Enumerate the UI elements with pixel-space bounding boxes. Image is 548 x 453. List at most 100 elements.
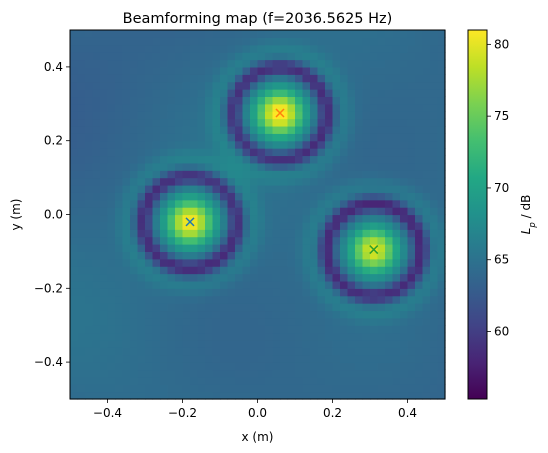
heatmap-cell	[227, 199, 236, 208]
heatmap-cell	[190, 66, 199, 75]
heatmap-cell	[212, 236, 221, 245]
heatmap-cell	[370, 332, 379, 341]
heatmap-cell	[212, 207, 221, 216]
heatmap-cell	[250, 89, 259, 98]
heatmap-cell	[347, 369, 356, 378]
heatmap-cell	[205, 81, 214, 90]
heatmap-cell	[77, 339, 86, 348]
heatmap-cell	[107, 37, 116, 46]
heatmap-cell	[167, 66, 176, 75]
heatmap-cell	[302, 303, 311, 312]
heatmap-cell	[145, 229, 154, 238]
heatmap-cell	[362, 44, 371, 53]
heatmap-cell	[167, 258, 176, 267]
heatmap-cell	[227, 317, 236, 326]
heatmap-cell	[167, 236, 176, 245]
heatmap-cell	[190, 59, 199, 68]
heatmap-cell	[347, 37, 356, 46]
heatmap-cell	[212, 103, 221, 112]
heatmap-cell	[205, 96, 214, 105]
heatmap-cell	[272, 317, 281, 326]
heatmap-cell	[347, 303, 356, 312]
heatmap-cell	[430, 347, 439, 356]
heatmap-cell	[205, 273, 214, 282]
heatmap-cell	[160, 214, 169, 223]
heatmap-cell	[197, 354, 206, 363]
heatmap-cell	[325, 310, 334, 319]
heatmap-cell	[265, 295, 274, 304]
heatmap-cell	[362, 339, 371, 348]
heatmap-cell	[70, 66, 79, 75]
heatmap-cell	[175, 244, 184, 252]
heatmap-cell	[227, 251, 236, 260]
heatmap-cell	[317, 354, 326, 363]
heatmap-cell	[355, 303, 364, 312]
heatmap-cell	[347, 236, 356, 245]
heatmap-cell	[122, 214, 131, 223]
heatmap-cell	[422, 325, 431, 334]
heatmap-cell	[370, 177, 379, 186]
heatmap-cell	[220, 280, 229, 289]
heatmap-cell	[265, 258, 274, 267]
heatmap-cell	[100, 66, 109, 75]
heatmap-cell	[317, 66, 326, 75]
heatmap-cell	[340, 170, 349, 179]
heatmap-cell	[122, 288, 131, 297]
heatmap-cell	[272, 325, 281, 334]
heatmap-cell	[265, 214, 274, 223]
heatmap-cell	[362, 184, 371, 193]
heatmap-cell	[257, 295, 266, 304]
heatmap-cell	[385, 236, 394, 245]
heatmap-cell	[325, 81, 334, 90]
heatmap-cell	[332, 111, 341, 120]
heatmap-cell	[107, 325, 116, 334]
heatmap-cell	[107, 280, 116, 289]
heatmap-cell	[370, 362, 379, 371]
heatmap-cell	[377, 103, 386, 112]
heatmap-cell	[130, 288, 139, 297]
heatmap-cell	[287, 266, 296, 275]
heatmap-cell	[242, 369, 251, 378]
heatmap-cell	[212, 148, 221, 157]
heatmap-cell	[265, 177, 274, 186]
heatmap-cell	[85, 52, 94, 61]
heatmap-cell	[190, 199, 199, 208]
heatmap-cell	[422, 258, 431, 267]
heatmap-cell	[295, 251, 304, 260]
heatmap-cell	[280, 155, 289, 164]
heatmap-cell	[280, 325, 289, 334]
heatmap-cell	[77, 376, 86, 385]
heatmap-cell	[250, 229, 259, 238]
heatmap-cell	[332, 384, 341, 393]
heatmap-cell	[130, 52, 139, 61]
heatmap-cell	[325, 332, 334, 341]
heatmap-cell	[152, 258, 161, 267]
heatmap-cell	[355, 199, 364, 208]
heatmap-cell	[160, 295, 169, 304]
heatmap-cell	[152, 332, 161, 341]
heatmap-cell	[152, 30, 161, 38]
heatmap-cell	[257, 317, 266, 326]
heatmap-cell	[310, 96, 319, 105]
heatmap-cell	[160, 266, 169, 275]
heatmap-cell	[430, 89, 439, 98]
heatmap-cell	[100, 44, 109, 53]
heatmap-cell	[287, 170, 296, 179]
heatmap-cell	[145, 303, 154, 312]
heatmap-cell	[257, 66, 266, 75]
heatmap-cell	[130, 391, 139, 400]
heatmap-cell	[160, 229, 169, 238]
heatmap-cell	[340, 125, 349, 134]
heatmap-cell	[190, 354, 199, 363]
heatmap-cell	[92, 155, 101, 164]
heatmap-cell	[422, 310, 431, 319]
heatmap-cell	[370, 118, 379, 127]
heatmap-cell	[347, 288, 356, 297]
heatmap-cell	[347, 332, 356, 341]
heatmap-cell	[340, 244, 349, 252]
heatmap-cell	[70, 170, 79, 179]
heatmap-cell	[167, 59, 176, 68]
heatmap-cell	[332, 66, 341, 75]
heatmap-cell	[407, 273, 416, 282]
heatmap-cell	[392, 192, 401, 201]
